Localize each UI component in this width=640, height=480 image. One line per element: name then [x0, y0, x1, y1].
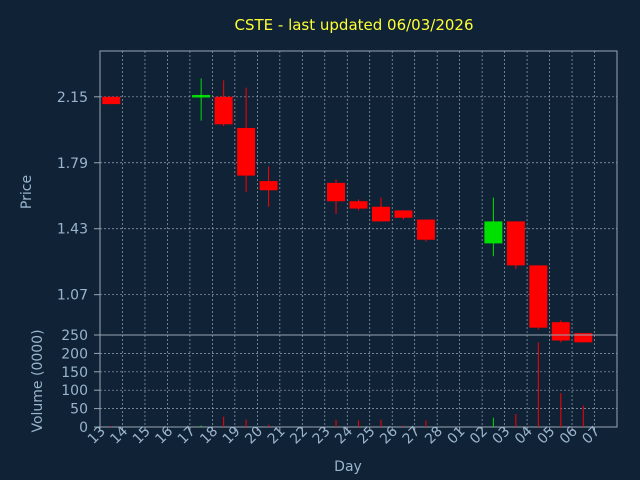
candle-body	[529, 265, 548, 328]
candle-body	[214, 96, 233, 125]
candle-body	[574, 333, 593, 343]
volume-tick-label: 0	[79, 420, 88, 436]
volume-tick-label: 200	[61, 346, 88, 362]
candle-body	[371, 206, 390, 222]
price-tick-label: 1.43	[57, 222, 88, 238]
price-tick-label: 1.79	[57, 156, 88, 172]
candle-body	[484, 221, 503, 244]
volume-plot-frame	[99, 334, 618, 428]
volume-tick-label: 100	[61, 383, 88, 399]
volume-axis-label: Volume (0000)	[30, 329, 46, 432]
candle-body	[237, 127, 256, 176]
price-tick-label: 1.07	[57, 288, 88, 304]
candle-body	[102, 96, 121, 105]
candle-body	[327, 182, 346, 202]
volume-tick-label: 150	[61, 365, 88, 381]
candle-body	[551, 322, 570, 341]
candle-body	[394, 210, 413, 218]
volume-tick-label: 250	[61, 328, 88, 344]
candle-body	[349, 201, 368, 209]
candle-body	[259, 181, 278, 191]
price-tick-label: 2.15	[57, 90, 88, 106]
candle-body	[506, 221, 525, 266]
candle-body	[192, 94, 211, 98]
price-panel: 1.07 1.43 1.79 2.15	[57, 50, 618, 343]
price-axis-label: Price	[19, 175, 35, 209]
chart-title: CSTE - last updated 06/03/2026	[234, 16, 473, 34]
volume-panel: 0 50 100 150 200 250	[61, 328, 618, 436]
volume-tick-label: 50	[70, 402, 88, 418]
day-axis-label: Day	[334, 459, 362, 475]
candle-body	[416, 219, 435, 240]
day-tick-labels: 1314151617181920212223242526272801020304…	[85, 423, 603, 447]
